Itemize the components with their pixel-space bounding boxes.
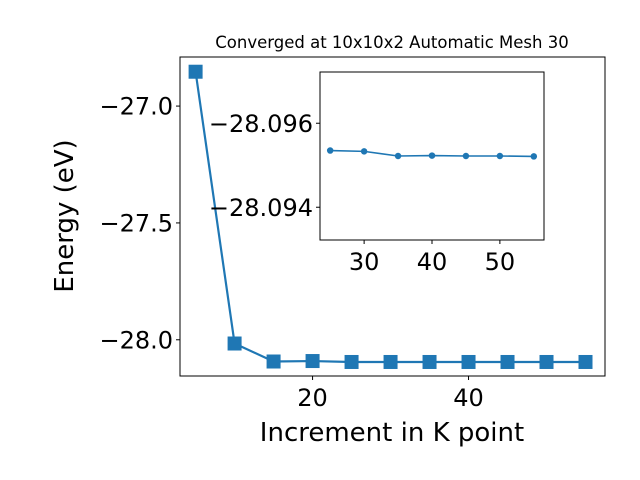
inset-x-tick-label: 40 [417,248,448,276]
main-x-tick-label: 40 [453,384,484,412]
main-data-point [500,354,515,369]
main-data-point [461,354,476,369]
main-data-point [383,354,398,369]
inset-plot-area: 30 40 50 −28.096 −28.094 [209,71,545,276]
main-data-point [539,354,554,369]
main-y-tick-label: −28.0 [99,326,173,354]
main-y-tick-label: −27.5 [99,210,173,238]
inset-x-tick-label: 50 [485,248,516,276]
inset-data-point [496,152,504,160]
main-data-point [344,354,359,369]
main-data-point [578,354,593,369]
inset-y-tick-label: −28.094 [209,194,313,222]
main-data-point [305,354,320,369]
inset-data-point [394,152,402,160]
inset-data-point [530,153,538,160]
inset-x-tick-label: 30 [349,248,380,276]
main-data-point [422,354,437,369]
inset-y-tick-label: −28.096 [209,110,313,138]
inset-data-point [326,147,334,154]
inset-data-point [360,148,368,155]
inset-data-point [462,152,470,160]
main-data-point [188,64,203,79]
y-axis-label: Energy (eV) [50,139,80,292]
main-x-tick-label: 20 [297,384,328,412]
x-axis-label: Increment in K point [260,418,524,448]
main-data-point [266,354,281,369]
inset-data-point [428,152,436,159]
chart-title: Converged at 10x10x2 Automatic Mesh 30 [215,33,568,52]
main-y-tick-label: −27.0 [99,93,173,121]
main-data-point [227,336,242,351]
